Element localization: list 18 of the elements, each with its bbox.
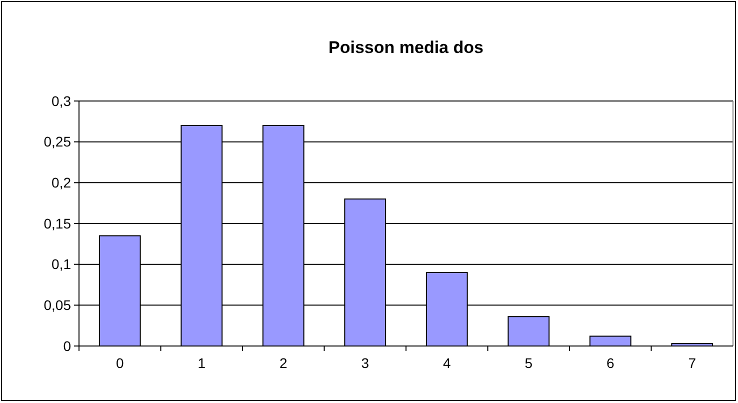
y-tick-label: 0,05 — [44, 297, 72, 314]
x-tick-label: 5 — [524, 355, 533, 371]
x-tick-label: 1 — [198, 355, 206, 371]
x-tick-label: 2 — [279, 355, 288, 371]
x-tick-label: 4 — [442, 355, 451, 371]
y-tick-label: 0,2 — [52, 174, 72, 191]
y-tick-label: 0,25 — [44, 134, 72, 150]
y-tick-label: 0,15 — [44, 215, 72, 232]
x-tick-label: 0 — [116, 355, 124, 371]
y-tick-label: 0,3 — [52, 92, 72, 109]
y-tick-label: 0,1 — [52, 256, 72, 272]
chart-title: Poisson media dos — [328, 38, 484, 57]
x-tick-label: 7 — [688, 355, 696, 371]
x-tick-label: 6 — [606, 355, 614, 371]
bar — [508, 316, 550, 346]
y-tick-label: 0 — [63, 338, 72, 354]
bar — [589, 336, 632, 346]
x-tick-label: 3 — [361, 355, 370, 371]
